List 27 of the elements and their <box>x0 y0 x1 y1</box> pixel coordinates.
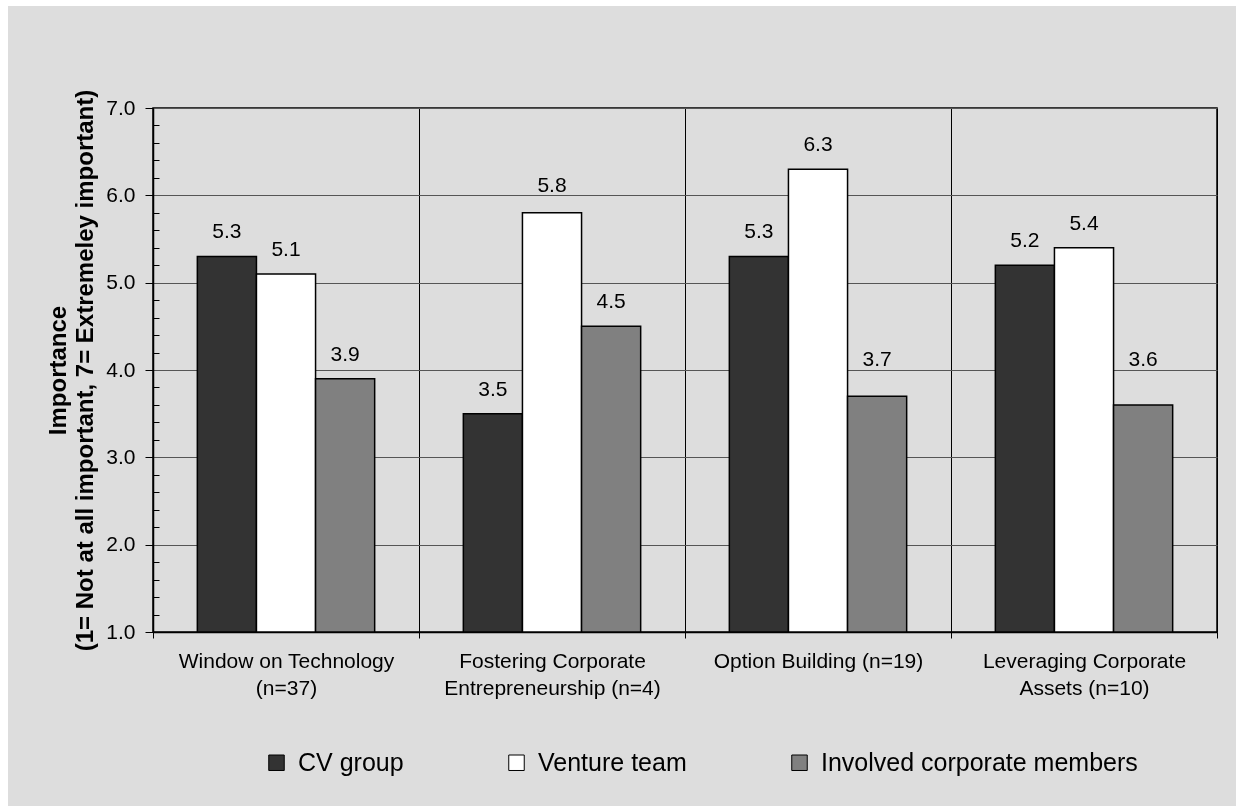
y-tick-label: 6.0 <box>106 182 136 206</box>
data-label: 5.2 <box>1010 228 1040 252</box>
data-label: 4.5 <box>596 289 626 313</box>
x-tick-label: Option Building (n=19) <box>713 648 924 672</box>
y-tick-label: 1.0 <box>106 619 136 643</box>
y-tick-label: 2.0 <box>106 532 136 556</box>
data-label: 5.4 <box>1069 210 1099 234</box>
legend-label: Involved corporate members <box>821 747 1138 776</box>
data-label: 5.1 <box>271 236 301 260</box>
data-label: 6.3 <box>803 132 833 156</box>
x-tick-label: Leveraging Corporate Assets (n=10) <box>982 648 1187 699</box>
data-label: 3.5 <box>478 376 508 400</box>
y-tick-label: 7.0 <box>106 95 136 119</box>
y-axis-title: Importance (1= Not at all important, 7= Extremeley important) <box>44 89 99 652</box>
y-tick-label: 3.0 <box>106 444 136 468</box>
y-tick-label: 4.0 <box>106 357 136 381</box>
data-label: 5.3 <box>212 219 242 243</box>
data-label: 3.9 <box>330 341 360 365</box>
y-tick-label: 5.0 <box>106 270 136 294</box>
data-label: 5.8 <box>537 172 567 196</box>
data-label: 3.6 <box>1128 346 1158 370</box>
legend-label: Venture team <box>538 747 687 776</box>
x-tick-label: Fostering Corporate Entrepreneurship (n=4) <box>444 648 661 699</box>
legend-label: CV group <box>298 747 404 776</box>
data-label: 5.3 <box>744 219 774 243</box>
x-tick-label: Window on Technology (n=37) <box>178 648 395 699</box>
data-label: 3.7 <box>862 347 892 371</box>
